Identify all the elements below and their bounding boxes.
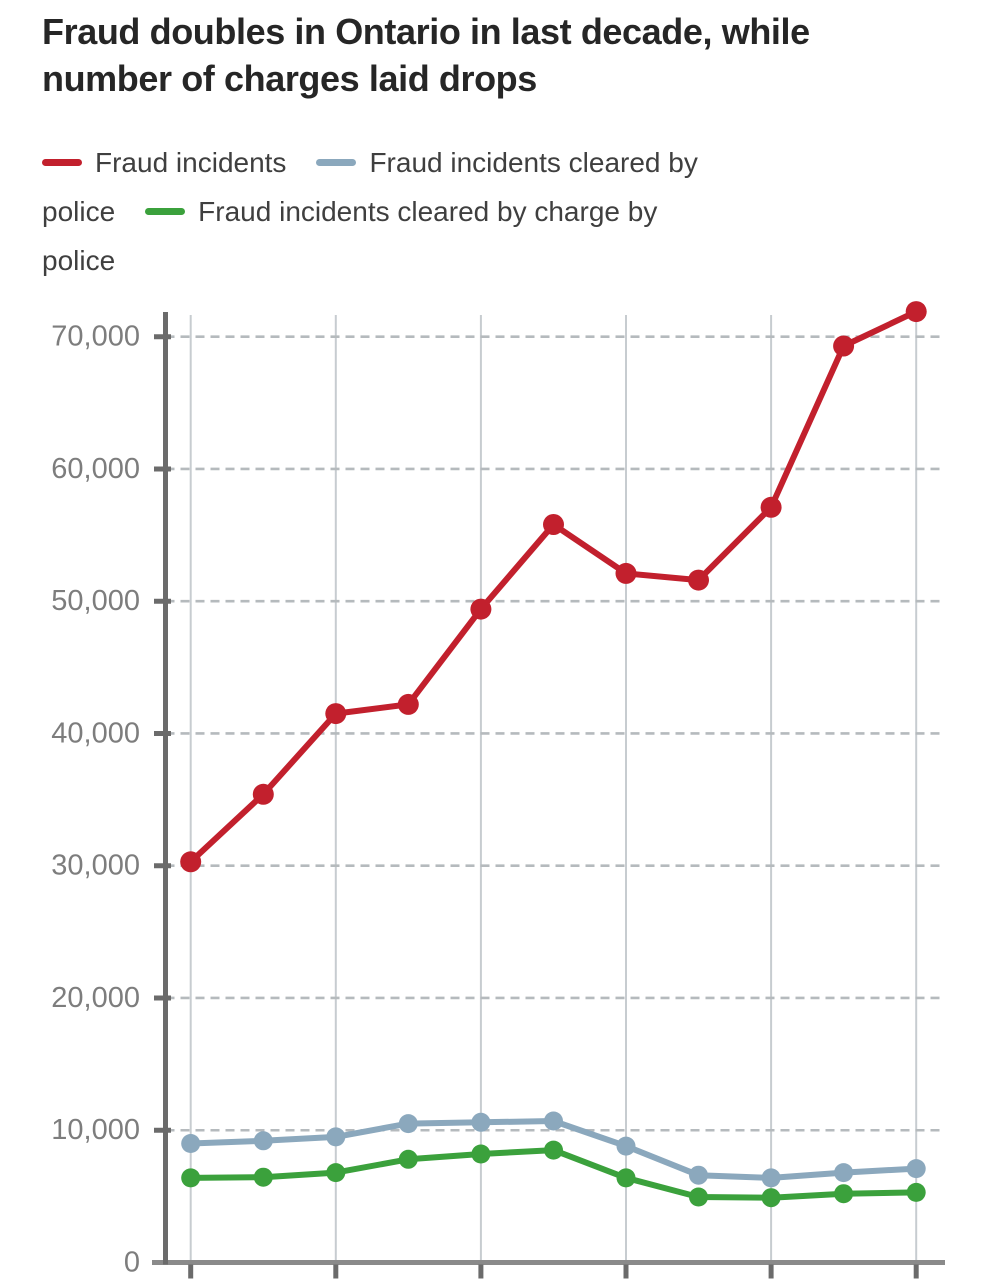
data-point-fraud-incidents-2023 <box>833 335 855 357</box>
legend-item: Fraud incidents cleared by charge by pol… <box>42 196 657 276</box>
data-point-fraud-incidents-cleared-by-charge-by-police-2024 <box>906 1182 926 1202</box>
fraud-chart-page: Fraud doubles in Ontario in last decade,… <box>0 8 993 1280</box>
legend-label: Fraud incidents cleared by charge by pol… <box>42 196 658 276</box>
y-axis-label: 20,000 <box>51 982 140 1014</box>
y-axis-label: 10,000 <box>51 1114 140 1146</box>
data-point-fraud-incidents-cleared-by-charge-by-police-2018 <box>471 1144 491 1164</box>
data-point-fraud-incidents-cleared-by-police-2024 <box>906 1159 926 1179</box>
legend-item: Fraud incidents cleared by police <box>42 147 698 227</box>
data-point-fraud-incidents-cleared-by-police-2019 <box>544 1111 563 1131</box>
data-point-fraud-incidents-cleared-by-charge-by-police-2023 <box>834 1184 854 1204</box>
legend-label: Fraud incidents <box>95 147 287 178</box>
legend-label: Fraud incidents cleared by police <box>42 147 698 227</box>
data-point-fraud-incidents-cleared-by-charge-by-police-2019 <box>544 1140 563 1160</box>
data-point-fraud-incidents-cleared-by-charge-by-police-2017 <box>398 1149 418 1169</box>
data-point-fraud-incidents-cleared-by-police-2015 <box>253 1131 273 1151</box>
y-axis-label: 30,000 <box>51 850 140 882</box>
data-point-fraud-incidents-cleared-by-charge-by-police-2021 <box>689 1187 708 1207</box>
data-point-fraud-incidents-2018 <box>470 598 492 620</box>
series-line-fraud-incidents <box>187 308 920 865</box>
data-point-fraud-incidents-2015 <box>252 783 274 805</box>
data-point-fraud-incidents-cleared-by-charge-by-police-2014 <box>181 1168 201 1188</box>
data-point-fraud-incidents-cleared-by-police-2023 <box>834 1163 854 1183</box>
data-point-fraud-incidents-2014 <box>180 851 202 873</box>
data-point-fraud-incidents-cleared-by-charge-by-police-2016 <box>326 1163 346 1183</box>
data-point-fraud-incidents-2016 <box>325 703 347 725</box>
y-axis-label: 0 <box>124 1247 140 1279</box>
fraud-line-chart: 0 10,000 20,000 30,000 40,000 50,000 60,000 70,… <box>51 301 945 1279</box>
data-point-fraud-incidents-2024 <box>905 301 927 323</box>
data-point-fraud-incidents-cleared-by-police-2020 <box>616 1136 636 1156</box>
data-point-fraud-incidents-2022 <box>760 496 782 518</box>
data-point-fraud-incidents-2019 <box>543 514 564 535</box>
chart-title: Fraud doubles in Ontario in last decade,… <box>42 11 810 99</box>
y-axis-label: 70,000 <box>51 321 140 353</box>
data-point-fraud-incidents-cleared-by-police-2022 <box>761 1168 781 1188</box>
legend-swatch-1 <box>42 159 82 167</box>
y-axis-label: 60,000 <box>51 453 140 485</box>
chart-legend: Fraud incidents Fraud incidents cleared b… <box>42 138 747 285</box>
data-point-fraud-incidents-cleared-by-police-2017 <box>398 1114 418 1134</box>
legend-item: Fraud incidents <box>42 147 286 178</box>
data-point-fraud-incidents-cleared-by-police-2016 <box>326 1127 346 1147</box>
legend-swatch-2 <box>316 159 357 167</box>
data-point-fraud-incidents-cleared-by-charge-by-police-2020 <box>616 1168 636 1188</box>
data-point-fraud-incidents-cleared-by-charge-by-police-2022 <box>761 1188 781 1208</box>
data-point-fraud-incidents-cleared-by-police-2018 <box>471 1112 491 1132</box>
data-point-fraud-incidents-cleared-by-charge-by-police-2015 <box>253 1167 273 1187</box>
y-axis-label: 40,000 <box>51 717 140 749</box>
data-point-fraud-incidents-2020 <box>615 562 637 584</box>
data-point-fraud-incidents-cleared-by-police-2014 <box>181 1134 201 1153</box>
data-point-fraud-incidents-cleared-by-police-2021 <box>689 1165 708 1185</box>
y-axis-label: 50,000 <box>51 585 140 617</box>
data-point-fraud-incidents-2017 <box>397 693 419 715</box>
data-point-fraud-incidents-2021 <box>688 569 709 591</box>
legend-swatch-3 <box>145 208 186 216</box>
